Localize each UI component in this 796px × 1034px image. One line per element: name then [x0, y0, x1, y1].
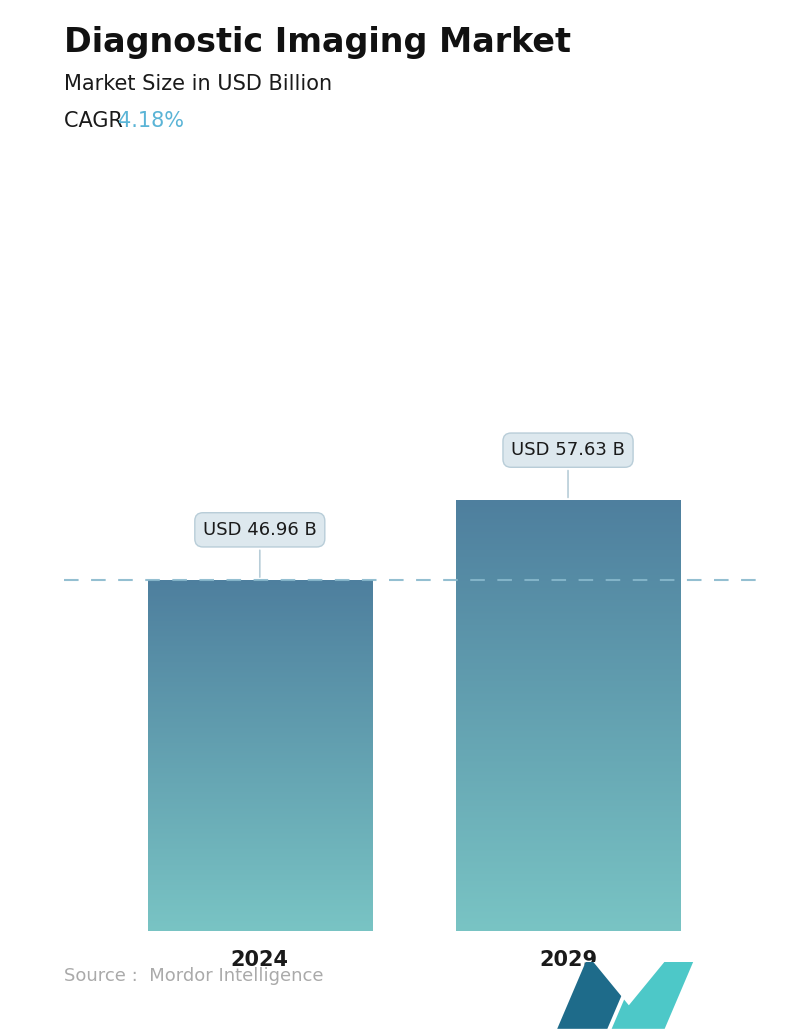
- Text: Source :  Mordor Intelligence: Source : Mordor Intelligence: [64, 967, 323, 984]
- Polygon shape: [593, 962, 665, 1005]
- Text: USD 57.63 B: USD 57.63 B: [511, 442, 625, 497]
- Text: USD 46.96 B: USD 46.96 B: [203, 521, 317, 577]
- Polygon shape: [557, 962, 636, 1029]
- Text: Market Size in USD Billion: Market Size in USD Billion: [64, 74, 332, 94]
- Text: CAGR: CAGR: [64, 111, 129, 130]
- Text: Diagnostic Imaging Market: Diagnostic Imaging Market: [64, 26, 571, 59]
- Polygon shape: [611, 962, 693, 1029]
- Text: 4.18%: 4.18%: [118, 111, 184, 130]
